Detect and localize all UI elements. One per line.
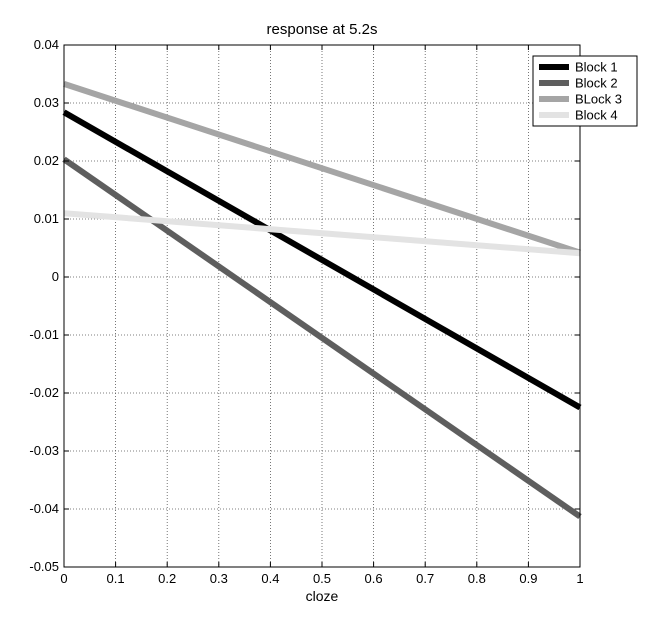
legend-label-1: Block 1 <box>575 60 618 75</box>
y-tick-label: 0.01 <box>34 211 59 226</box>
y-tick-label: -0.03 <box>29 443 59 458</box>
series-lines <box>62 81 582 520</box>
y-tick-label: -0.04 <box>29 501 59 516</box>
series-line-3 <box>63 81 581 256</box>
y-tick-label: 0.02 <box>34 153 59 168</box>
y-tick-label: 0.03 <box>34 95 59 110</box>
legend-label-4: Block 4 <box>575 108 618 123</box>
y-tick-label: -0.02 <box>29 385 59 400</box>
x-tick-label: 1 <box>576 571 583 586</box>
x-axis-label: cloze <box>306 588 339 604</box>
series-line-4 <box>63 210 581 257</box>
y-tick-label: -0.05 <box>29 559 59 574</box>
x-tick-label: 0.2 <box>158 571 176 586</box>
x-tick-label: 0.1 <box>107 571 125 586</box>
series-line-1 <box>62 109 582 411</box>
axis-ticks: 0 0.1 0.2 0.3 0.4 0.5 0.6 0.7 0.8 0.9 1 -0.05 -0.04 -… <box>29 37 583 586</box>
chart-title: response at 5.2s <box>267 21 378 38</box>
x-tick-label: 0.9 <box>519 571 537 586</box>
x-tick-label: 0.6 <box>365 571 383 586</box>
y-tick-label: 0.04 <box>34 37 59 52</box>
legend-label-2: Block 2 <box>575 76 618 91</box>
y-tick-label: -0.01 <box>29 327 59 342</box>
x-tick-label: 0.4 <box>261 571 279 586</box>
y-tick-label: 0 <box>52 269 59 284</box>
x-tick-label: 0.7 <box>416 571 434 586</box>
grid <box>64 45 580 567</box>
x-tick-label: 0 <box>60 571 67 586</box>
x-tick-label: 0.5 <box>313 571 331 586</box>
x-tick-label: 0.3 <box>210 571 228 586</box>
x-tick-label: 0.8 <box>468 571 486 586</box>
legend-label-3: BLock 3 <box>575 92 622 107</box>
